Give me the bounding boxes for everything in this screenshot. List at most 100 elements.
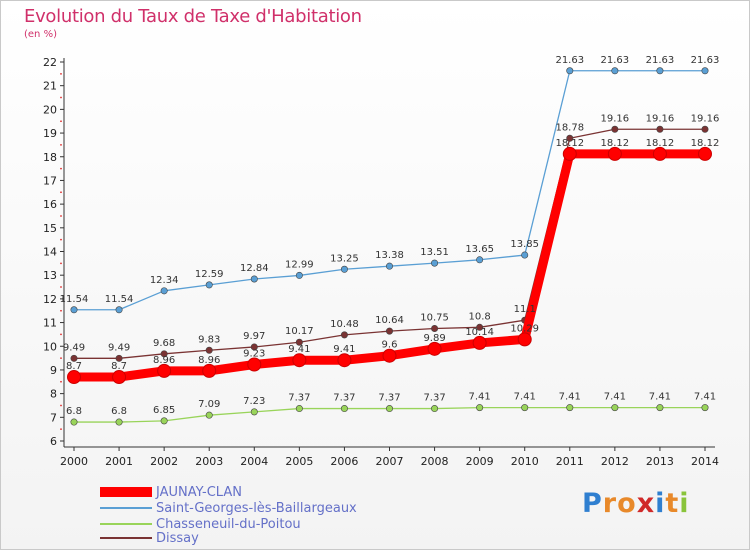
data-label: 13.65 [465, 244, 494, 255]
data-label: 7.41 [694, 392, 716, 403]
y-tick-label: 9 [50, 364, 57, 377]
data-point [157, 363, 172, 378]
legend-label: Saint-Georges-lès-Baillargeaux [156, 500, 357, 516]
data-label: 10.48 [330, 319, 359, 330]
x-tick-label: 2001 [105, 455, 133, 468]
data-point [652, 146, 667, 161]
data-label: 21.63 [555, 55, 584, 66]
legend-swatch [100, 537, 152, 539]
data-point [385, 262, 393, 270]
data-point [115, 418, 123, 426]
y-tick-label: 18 [43, 151, 57, 164]
x-tick-label: 2007 [376, 455, 404, 468]
x-tick-label: 2010 [511, 455, 539, 468]
data-label: 6.85 [153, 405, 175, 416]
data-label: 19.16 [691, 113, 720, 124]
x-tick-label: 2013 [646, 455, 674, 468]
data-point [607, 146, 622, 161]
data-label: 7.37 [333, 393, 355, 404]
logo-letter: P [582, 488, 603, 519]
data-point [566, 134, 574, 142]
data-point [611, 125, 619, 133]
data-point [295, 271, 303, 279]
data-label: 11.54 [105, 294, 134, 305]
data-label: 12.84 [240, 263, 269, 274]
logo-letter: r [602, 488, 618, 519]
legend-label: JAUNAY-CLAN [156, 484, 242, 500]
data-label: 21.63 [691, 55, 720, 66]
data-point [292, 353, 307, 368]
data-label: 7.41 [469, 392, 491, 403]
x-tick-label: 2005 [285, 455, 313, 468]
data-point [340, 331, 348, 339]
data-label: 8.7 [111, 361, 127, 372]
x-tick-label: 2008 [421, 455, 449, 468]
data-label: 13.25 [330, 253, 359, 264]
data-label: 21.63 [601, 55, 630, 66]
data-label: 9.41 [333, 344, 355, 355]
data-label: 9.49 [63, 342, 85, 353]
y-tick-label: 21 [43, 80, 57, 93]
data-point [566, 404, 574, 412]
data-point [247, 357, 262, 372]
data-point [566, 67, 574, 75]
data-point [611, 67, 619, 75]
data-label: 18.12 [555, 138, 584, 149]
y-minor-tick [60, 72, 62, 75]
y-tick-label: 7 [50, 411, 57, 424]
y-minor-tick [60, 428, 62, 431]
data-label: 8.96 [198, 355, 220, 366]
x-tick-label: 2009 [466, 455, 494, 468]
data-point [70, 354, 78, 362]
data-label: 7.23 [243, 396, 265, 407]
x-tick-label: 2006 [330, 455, 358, 468]
y-minor-tick [60, 357, 62, 359]
y-minor-tick [60, 120, 62, 123]
data-point [611, 404, 619, 412]
y-minor-tick [60, 380, 62, 383]
data-point [67, 370, 81, 385]
data-label: 19.16 [601, 113, 630, 124]
data-point [295, 405, 303, 413]
data-point [205, 346, 213, 354]
data-label: 9.23 [243, 348, 265, 359]
legend-swatch [100, 507, 152, 509]
y-tick-label: 8 [50, 388, 57, 401]
data-point [340, 265, 348, 273]
data-point [476, 404, 484, 412]
data-label: 7.41 [514, 392, 536, 403]
x-tick-label: 2011 [556, 455, 584, 468]
data-point [656, 67, 664, 75]
data-label: 12.59 [195, 269, 224, 280]
y-minor-tick [60, 404, 62, 407]
data-label: 7.37 [288, 393, 310, 404]
data-label: 7.41 [604, 392, 626, 403]
y-tick-label: 19 [43, 127, 57, 140]
data-label: 7.37 [423, 393, 445, 404]
data-point [656, 125, 664, 133]
y-tick-label: 14 [43, 246, 57, 259]
data-label: 9.97 [243, 331, 265, 342]
legend-label: Dissay [156, 530, 199, 546]
data-point [160, 287, 168, 295]
data-point [382, 348, 397, 363]
data-label: 18.78 [555, 122, 584, 133]
data-label: 9.83 [198, 334, 220, 345]
data-point [205, 281, 213, 289]
data-point [431, 259, 439, 267]
logo-letter: x [636, 488, 656, 519]
data-point [701, 404, 709, 412]
data-label: 6.8 [66, 406, 82, 417]
data-point [337, 353, 352, 368]
data-label: 9.49 [108, 342, 130, 353]
y-tick-label: 12 [43, 293, 57, 306]
x-tick-label: 2002 [150, 455, 178, 468]
data-label: 12.34 [150, 275, 179, 286]
data-point [427, 341, 442, 356]
y-tick-label: 20 [43, 103, 57, 116]
data-point [517, 332, 532, 347]
data-point [476, 323, 484, 331]
y-tick-label: 11 [43, 317, 57, 330]
